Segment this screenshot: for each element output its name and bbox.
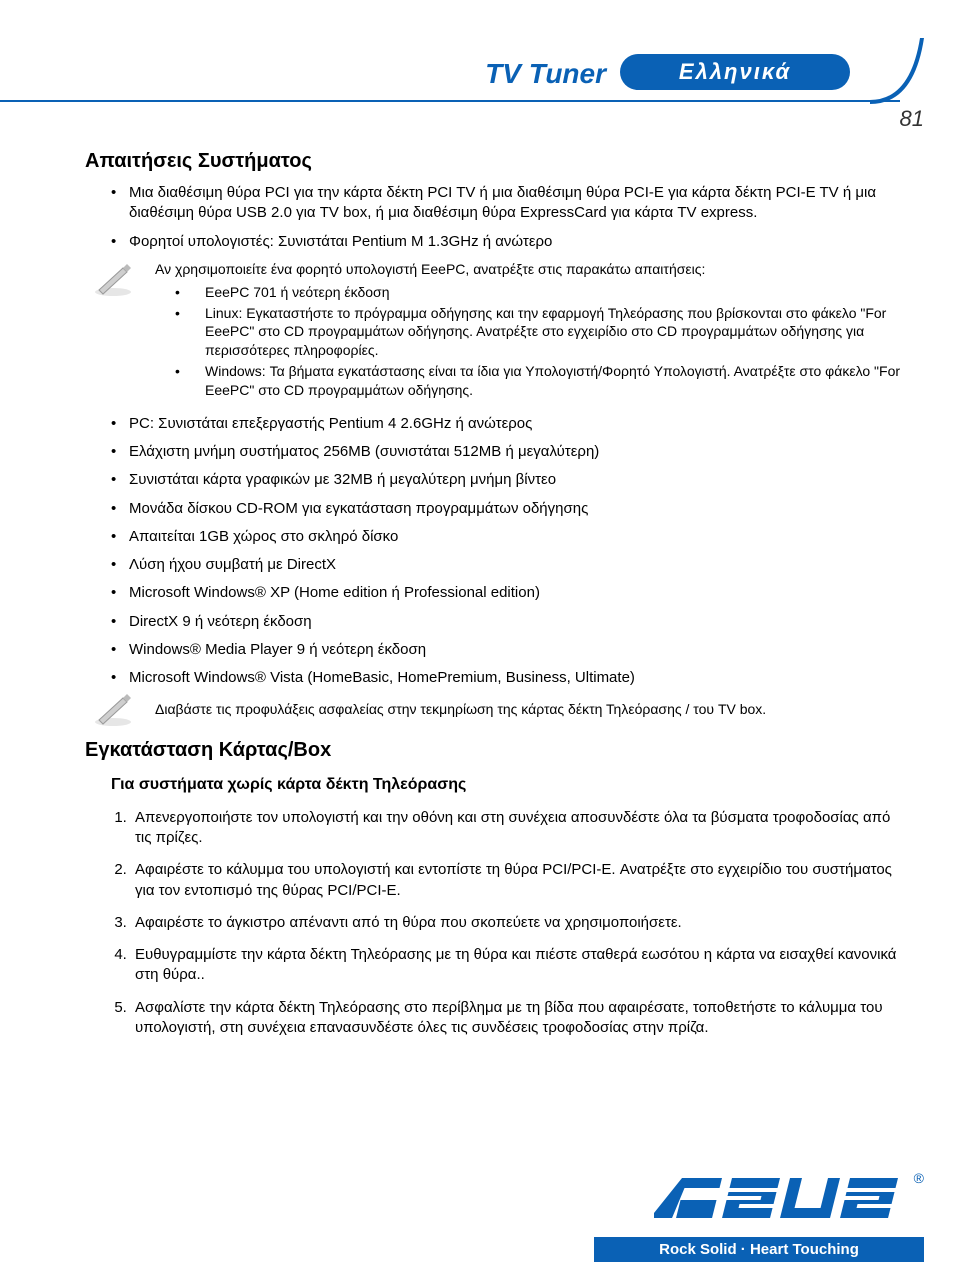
- page-header: TV Tuner Ελληνικά 81: [0, 38, 954, 98]
- section2-subheading: Για συστήματα χωρίς κάρτα δέκτη Τηλεόρασ…: [111, 774, 905, 796]
- req-item: Μονάδα δίσκου CD-ROM για εγκατάσταση προ…: [111, 499, 905, 519]
- section2-heading: Εγκατάσταση Κάρτας/Box: [85, 737, 905, 764]
- step-item: Αφαιρέστε το άγκιστρο απέναντι από τη θύ…: [131, 913, 905, 933]
- requirements-rest: PC: Συνιστάται επεξεργαστής Pentium 4 2.…: [85, 414, 905, 689]
- safety-text: Διαβάστε τις προφυλάξεις ασφαλείας στην …: [155, 701, 766, 717]
- asus-wordmark: [654, 1170, 914, 1235]
- req-item: Microsoft Windows® Vista (HomeBasic, Hom…: [111, 668, 905, 688]
- note-subitem: Windows: Τα βήματα εγκατάστασης είναι τα…: [155, 362, 905, 400]
- req-item: Συνιστάται κάρτα γραφικών με 32MB ή μεγα…: [111, 470, 905, 490]
- page-number: 81: [900, 106, 924, 132]
- req-item: Φορητοί υπολογιστές: Συνιστάται Pentium …: [111, 232, 905, 252]
- eeepc-sublist: EeePC 701 ή νεότερη έκδοση Linux: Εγκατα…: [155, 283, 905, 400]
- content-area: Απαιτήσεις Συστήματος Μια διαθέσιμη θύρα…: [85, 130, 905, 1050]
- page: TV Tuner Ελληνικά 81 Απαιτήσεις Συστήματ…: [0, 0, 954, 1272]
- req-item: DirectX 9 ή νεότερη έκδοση: [111, 612, 905, 632]
- note-icon: [93, 264, 137, 300]
- asus-tagline: Rock Solid · Heart Touching: [594, 1237, 924, 1262]
- doc-title: TV Tuner: [485, 58, 606, 90]
- eeepc-note: Αν χρησιμοποιείτε ένα φορητό υπολογιστή …: [85, 260, 905, 400]
- note-subitem: Linux: Εγκαταστήστε το πρόγραμμα οδήγηση…: [155, 304, 905, 361]
- step-item: Ασφαλίστε την κάρτα δέκτη Τηλεόρασης στο…: [131, 998, 905, 1039]
- req-item: Μια διαθέσιμη θύρα PCI για την κάρτα δέκ…: [111, 183, 905, 224]
- step-item: Αφαιρέστε το κάλυμμα του υπολογιστή και …: [131, 860, 905, 901]
- install-steps: Απενεργοποιήστε τον υπολογιστή και την ο…: [85, 808, 905, 1038]
- note-intro: Αν χρησιμοποιείτε ένα φορητό υπολογιστή …: [155, 260, 905, 279]
- req-item: Απαιτείται 1GB χώρος στο σκληρό δίσκο: [111, 527, 905, 547]
- safety-note: Διαβάστε τις προφυλάξεις ασφαλείας στην …: [85, 700, 905, 719]
- asus-registered-mark: ®: [914, 1170, 924, 1186]
- requirements-top: Μια διαθέσιμη θύρα PCI για την κάρτα δέκ…: [85, 183, 905, 252]
- note-icon: [93, 694, 137, 730]
- step-item: Απενεργοποιήστε τον υπολογιστή και την ο…: [131, 808, 905, 849]
- section1-heading: Απαιτήσεις Συστήματος: [85, 148, 905, 175]
- note-subitem: EeePC 701 ή νεότερη έκδοση: [155, 283, 905, 302]
- footer-logo-block: ® Rock Solid · Heart Touching: [594, 1170, 924, 1262]
- step-item: Ευθυγραμμίστε την κάρτα δέκτη Τηλεόρασης…: [131, 945, 905, 986]
- language-pill: Ελληνικά: [620, 54, 850, 90]
- req-item: Windows® Media Player 9 ή νεότερη έκδοση: [111, 640, 905, 660]
- header-rule: [0, 100, 900, 102]
- req-item: Microsoft Windows® XP (Home edition ή Pr…: [111, 583, 905, 603]
- req-item: PC: Συνιστάται επεξεργαστής Pentium 4 2.…: [111, 414, 905, 434]
- req-item: Λύση ήχου συμβατή με DirectX: [111, 555, 905, 575]
- req-item: Ελάχιστη μνήμη συστήματος 256MB (συνιστά…: [111, 442, 905, 462]
